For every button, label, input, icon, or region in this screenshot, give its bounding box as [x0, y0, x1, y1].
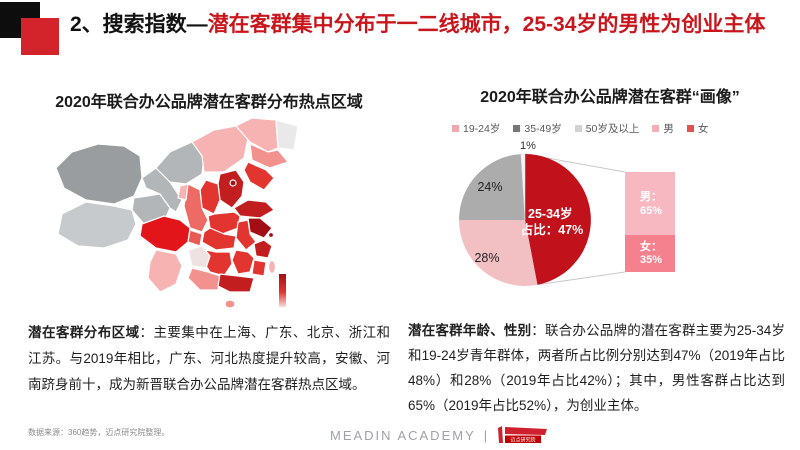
pie-of-pie-chart: 1% 24% 28% 25-34岁 占比：47% 男： 65% 女： 35% [440, 138, 780, 313]
map-region-fujian [251, 259, 267, 277]
page-title-black: 2、搜索指数— [70, 13, 208, 36]
page-title-red: 潜在客群集中分布于一二线城市，25-34岁的男性为创业主体 [207, 13, 766, 36]
page-title: 2、搜索指数—潜在客群集中分布于一二线城市，25-34岁的男性为创业主体 [70, 10, 786, 40]
map-region-hubei [201, 227, 237, 251]
legend-swatch-50plus [574, 125, 582, 132]
pie-slice-19-24 [459, 220, 538, 286]
map-region-hebei [217, 169, 245, 209]
map-region-xizang [57, 201, 137, 249]
legend-swatch-female [686, 125, 694, 132]
data-source-note: 数据来源：360趋势，迈点研究院整理。 [28, 428, 170, 437]
pie-slice-25-34 [525, 154, 591, 285]
pie-slice-35-49 [459, 154, 525, 220]
legend-swatch-35-49 [513, 125, 521, 132]
connector-bottom [537, 271, 626, 286]
map-description-body: ：主要集中在上海、广东、北京、浙江和江苏。与2019年相比，广东、河北热度提升较… [28, 325, 391, 392]
map-region-chongqing [187, 229, 203, 247]
map-region-ningxia [177, 183, 189, 201]
map-region-jiangxi [231, 249, 255, 275]
pie-chart-title: 2020年联合办公品牌潜在客群“画像” [480, 89, 740, 106]
footer-brand: MEADIN ACADEMY | 迈点研究院 [330, 426, 551, 444]
label-female: 女： 35% [640, 239, 665, 266]
map-region-guizhou [187, 245, 211, 269]
map-region-guangdong [217, 273, 255, 293]
map-colorbar [279, 274, 286, 307]
map-region-shanghai [267, 231, 275, 239]
pie-description-lead: 潜在客群年龄、性别 [408, 323, 532, 338]
china-heatmap [52, 116, 314, 318]
logo-text: 迈点研究院 [511, 437, 536, 444]
legend-swatch-19-24 [452, 125, 459, 132]
label-male: 男： 65% [640, 190, 665, 217]
map-region-jilin [249, 143, 289, 169]
map-region-heilongjiang-east [275, 119, 299, 151]
label-main-slice: 25-34岁 占比：47% [521, 206, 584, 237]
map-chart-title: 2020年联合办公品牌潜在客群分布热点区域 [55, 94, 363, 111]
meadin-logo-icon: 迈点研究院 [498, 426, 548, 444]
map-region-zhejiang [253, 239, 273, 259]
legend-item-male: 男 [652, 121, 674, 136]
map-region-guangxi [187, 267, 221, 291]
map-region-hainan [224, 299, 236, 309]
map-description-lead: 潜在客群分布区域 [28, 325, 140, 340]
pie-description: 潜在客群年龄、性别：联合办公品牌的潜在客群主要为25-34岁和19-24岁青年群… [408, 318, 785, 418]
map-region-shaanxi [183, 183, 209, 233]
map-region-liaoning [243, 161, 275, 191]
brand-divider: | [483, 427, 488, 443]
map-region-sichuan [139, 215, 191, 253]
label-1pct: 1% [520, 140, 536, 152]
label-28pct: 28% [474, 251, 499, 265]
legend-item-35-49: 35-49岁 [513, 121, 562, 136]
legend-swatch-male [652, 125, 660, 132]
legend-item-50plus: 50岁及以上 [574, 121, 639, 136]
pie-slice-50plus [520, 153, 526, 221]
map-region-beijing [229, 179, 237, 187]
legend-item-female: 女 [686, 121, 708, 136]
brand-name: MEADIN ACADEMY [330, 427, 476, 443]
legend-item-19-24: 19-24岁 [452, 121, 500, 136]
pie-legend: 19-24岁 35-49岁 50岁及以上 男 女 [452, 121, 782, 136]
bar-male [625, 172, 675, 235]
map-region-yunnan [147, 249, 183, 293]
map-region-xinjiang [55, 143, 143, 205]
map-region-neimenggu-east [191, 125, 249, 173]
label-24pct: 24% [477, 180, 502, 194]
bar-female [625, 235, 675, 272]
deco-red-square [21, 18, 59, 55]
pie-description-body: ：联合办公品牌的潜在客群主要为25-34岁和19-24岁青年群体，两者所占比例分… [408, 323, 786, 413]
map-region-taiwan [267, 259, 277, 275]
map-description: 潜在客群分布区域：主要集中在上海、广东、北京、浙江和江苏。与2019年相比，广东… [28, 320, 390, 398]
